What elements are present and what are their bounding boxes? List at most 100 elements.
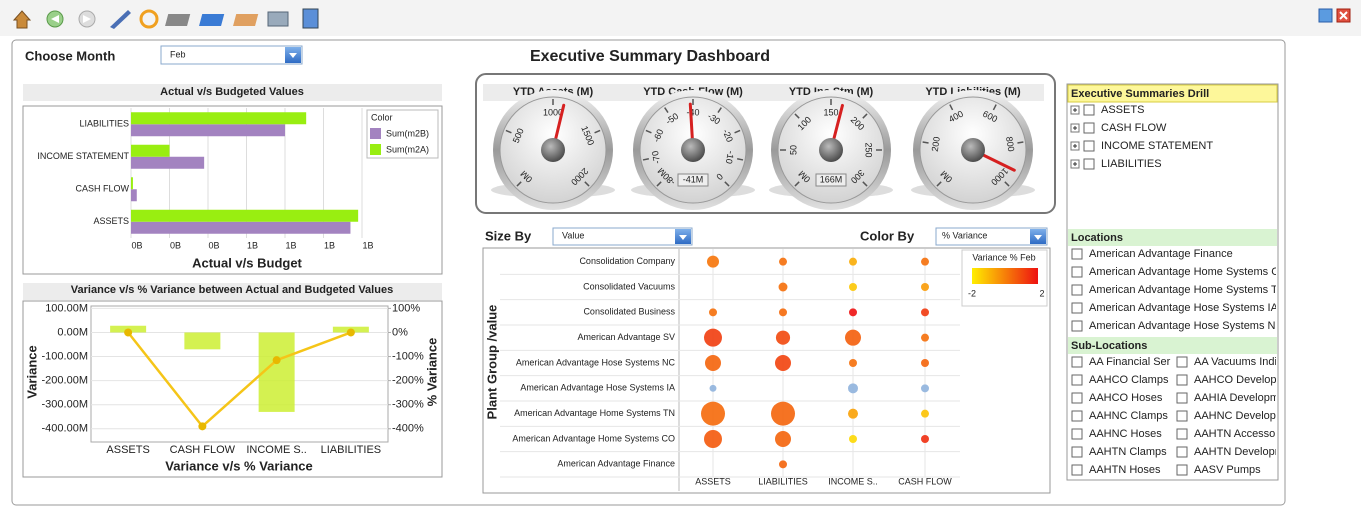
- x-axis-title: Variance v/s % Variance: [165, 458, 312, 473]
- month-value: Feb: [170, 49, 186, 59]
- bubble: [709, 384, 717, 392]
- gauge-hub: [541, 138, 565, 162]
- locations-title: Locations: [1071, 232, 1123, 244]
- choose-month-label: Choose Month: [25, 48, 115, 63]
- gauge-readout: [677, 173, 709, 187]
- gauge-tick: [1004, 181, 1010, 187]
- y2-tick-label: 100%: [392, 302, 420, 314]
- gauge-tick: [505, 129, 512, 134]
- bubble: [704, 328, 722, 347]
- bubble: [921, 257, 929, 266]
- sub-location-item: AAHIA Developm: [1194, 392, 1279, 404]
- gauge-tick-label: -60: [651, 128, 665, 144]
- checkbox[interactable]: [1176, 446, 1188, 458]
- close-x: [1339, 11, 1348, 20]
- checkbox[interactable]: [1071, 284, 1083, 296]
- print-icon[interactable]: [267, 11, 289, 27]
- checkbox[interactable]: [1071, 320, 1083, 332]
- color-by-label: Color By: [860, 228, 915, 243]
- checkbox[interactable]: [1071, 446, 1083, 458]
- y2-axis-title: % Variance: [424, 338, 439, 407]
- dashboard-title: Executive Summary Dashboard: [530, 48, 770, 65]
- dropdown-arrow: [289, 53, 297, 58]
- location-item: American Advantage Home Systems CO: [1089, 266, 1288, 278]
- y2-tick-label: -100%: [392, 350, 424, 362]
- gauge-tick: [584, 181, 590, 187]
- sub-location-item: AAHTN Accessori: [1194, 428, 1281, 440]
- y-tick-label: Consolidated Vacuums: [583, 281, 675, 291]
- checkbox[interactable]: [1071, 392, 1083, 404]
- checkbox[interactable]: [1071, 410, 1083, 422]
- drill-header: [1067, 84, 1278, 103]
- save-icon[interactable]: [302, 8, 319, 29]
- x-tick-label: 1B: [362, 240, 373, 250]
- sub-location-item: AASV Pumps: [1194, 464, 1261, 476]
- y-tick-label: American Advantage Hose Systems IA: [520, 383, 675, 393]
- legend-gradient-bar: [972, 268, 1038, 284]
- dropdown-arrow: [1034, 235, 1042, 240]
- x-axis-title: Actual v/s Budget: [192, 255, 302, 270]
- gauge-tick: [992, 104, 997, 111]
- location-item: American Advantage Hose Systems NC: [1089, 320, 1283, 332]
- checkbox[interactable]: [1071, 428, 1083, 440]
- checkbox[interactable]: [1083, 158, 1095, 170]
- forward-arrow: [83, 15, 91, 23]
- checkbox[interactable]: [1176, 356, 1188, 368]
- month-select[interactable]: [160, 45, 303, 65]
- size-by-select[interactable]: [552, 227, 693, 246]
- checkbox[interactable]: [1071, 356, 1083, 368]
- bubble: [779, 460, 787, 469]
- legend-title: Color: [371, 112, 393, 122]
- edit-icon[interactable]: [110, 10, 131, 29]
- gauge-tick-label: -70: [650, 150, 662, 165]
- bubble: [701, 401, 725, 426]
- toolbar-icons: [12, 8, 1351, 29]
- gauge-tick: [642, 158, 650, 161]
- gauge-tick-label: 0: [714, 171, 725, 182]
- x-tick-label: 1B: [247, 240, 258, 250]
- checkbox[interactable]: [1083, 122, 1095, 134]
- gauge-readout-text: -41M: [683, 174, 704, 184]
- checkbox[interactable]: [1176, 374, 1188, 386]
- refresh-icon[interactable]: [139, 9, 159, 29]
- checkbox[interactable]: [1176, 464, 1188, 476]
- checkbox[interactable]: [1071, 266, 1083, 278]
- gauge-hub: [961, 138, 985, 162]
- chart-title: Actual v/s Budgeted Values: [160, 86, 304, 98]
- gauge-tick: [664, 107, 669, 114]
- checkbox[interactable]: [1176, 428, 1188, 440]
- bubble: [849, 435, 857, 443]
- restore-button[interactable]: [1318, 8, 1333, 23]
- back-arrow: [51, 15, 59, 23]
- locations-list: American Advantage Finance American Advan…: [1071, 248, 1288, 332]
- export-icon[interactable]: [199, 14, 225, 26]
- checkbox[interactable]: [1083, 140, 1095, 152]
- plot-area: [90, 305, 389, 443]
- checkbox[interactable]: [1176, 392, 1188, 404]
- y2-tick-label: -200%: [392, 375, 424, 387]
- checkbox[interactable]: [1071, 302, 1083, 314]
- checkbox[interactable]: [1176, 410, 1188, 422]
- folder-icon[interactable]: [233, 14, 259, 26]
- locations-header: [1068, 229, 1277, 246]
- y-tick-label: ASSETS: [93, 216, 129, 226]
- home-icon[interactable]: [12, 10, 32, 29]
- color-by-select[interactable]: [935, 227, 1048, 246]
- x-tick-label: LIABILITIES: [758, 476, 808, 486]
- checkbox[interactable]: [1071, 464, 1083, 476]
- line-marker: [198, 422, 207, 431]
- gauge-tick-label: 1000: [543, 107, 563, 117]
- bubble: [775, 330, 791, 345]
- checkbox[interactable]: [1071, 248, 1083, 260]
- sub-locations-title: Sub-Locations: [1071, 340, 1147, 352]
- y-tick-label: CASH FLOW: [75, 184, 129, 194]
- y-tick-label: 0.00M: [57, 326, 88, 338]
- db-icon[interactable]: [165, 14, 191, 26]
- gauge-tick-label: -40: [686, 107, 699, 117]
- sub-location-item: AAHNC Clamps: [1089, 410, 1168, 422]
- checkbox[interactable]: [1083, 104, 1095, 116]
- checkbox[interactable]: [1071, 374, 1083, 386]
- x-tick-label: 0B: [131, 240, 142, 250]
- legend-swatch: [370, 128, 381, 139]
- bubble: [771, 401, 795, 426]
